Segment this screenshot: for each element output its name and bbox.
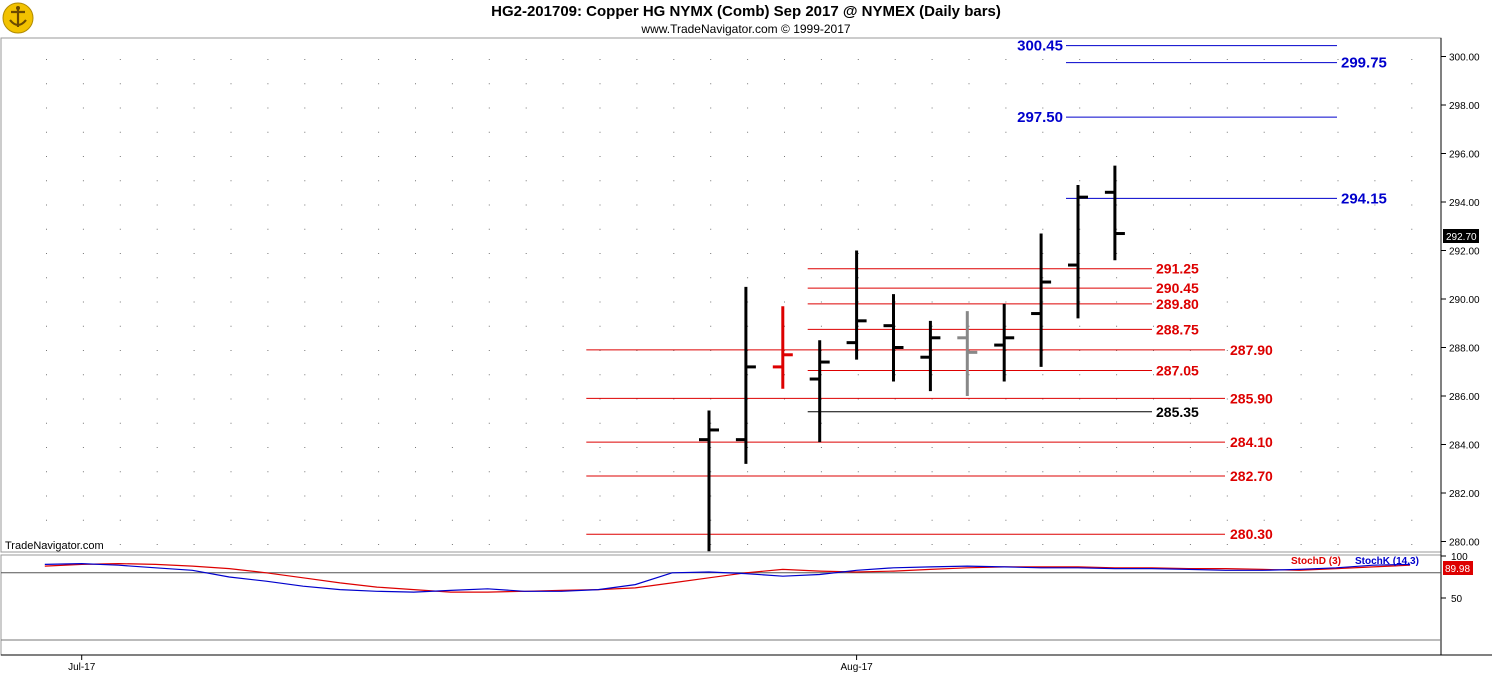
y-tick-label: 300.00	[1449, 53, 1480, 64]
y-tick-label: 286.00	[1449, 392, 1480, 403]
level-label: 288.75	[1156, 321, 1199, 337]
y-tick-label: 292.00	[1449, 247, 1480, 258]
last-price-tag: 292.70	[1443, 229, 1479, 243]
y-tick-label: 280.00	[1449, 538, 1480, 549]
ohlc-bars	[699, 165, 1125, 552]
chart-subtitle: www.TradeNavigator.com © 1999-2017	[641, 22, 851, 36]
chart-frames	[0, 37, 1492, 656]
grid-dots	[46, 59, 1413, 545]
level-label: 290.45	[1156, 280, 1199, 296]
x-tick-label: Jul-17	[68, 662, 96, 673]
time-axis: Jul-17 Aug-17	[68, 655, 873, 673]
watermark-text: TradeNavigator.com	[5, 540, 104, 552]
level-label: 300.45	[1017, 38, 1063, 55]
price-axis: 280.00 282.00 284.00 286.00 288.00 290.00 292.…	[1441, 53, 1480, 549]
level-label: 284.10	[1230, 434, 1273, 450]
level-label: 291.25	[1156, 261, 1199, 277]
level-label: 289.80	[1156, 296, 1199, 312]
grid-dot-pattern	[46, 59, 1413, 545]
y-tick-label: 282.00	[1449, 489, 1480, 500]
level-label: 280.30	[1230, 526, 1273, 542]
y-tick-label: 296.00	[1449, 150, 1480, 161]
level-label: 285.35	[1156, 404, 1199, 420]
last-price-label: 292.70	[1446, 232, 1477, 243]
trade-navigator-logo-icon	[2, 2, 34, 34]
y-tick-label: 294.00	[1449, 198, 1480, 209]
stoch-tick-label: 100	[1451, 552, 1468, 563]
level-label: 285.90	[1230, 390, 1273, 406]
legend-stochd: StochD (3)	[1291, 556, 1341, 567]
stoch-last-tag: 89.98	[1443, 561, 1473, 575]
y-tick-label: 298.00	[1449, 101, 1480, 112]
support-resistance-levels: 300.45 299.75 297.50 294.15 291.25 290.45289.…	[586, 38, 1387, 542]
level-label: 287.90	[1230, 342, 1273, 358]
stoch-k-line	[44, 562, 1411, 593]
stoch-tick-label: 50	[1451, 594, 1463, 605]
stochastic-panel: 100 50	[1, 552, 1468, 605]
level-label: 287.05	[1156, 363, 1199, 379]
level-label: 282.70	[1230, 468, 1273, 484]
y-tick-label: 288.00	[1449, 344, 1480, 355]
legend-stochk: StochK (14,3)	[1355, 556, 1419, 567]
stoch-d-line	[44, 562, 1411, 593]
chart-title: HG2-201709: Copper HG NYMX (Comb) Sep 20…	[491, 3, 1001, 20]
x-tick-label: Aug-17	[840, 662, 873, 673]
level-label: 297.50	[1017, 109, 1063, 126]
level-label: 294.15	[1341, 190, 1387, 207]
level-label: 299.75	[1341, 55, 1387, 72]
stoch-last-value: 89.98	[1445, 564, 1470, 575]
y-tick-label: 290.00	[1449, 295, 1480, 306]
y-tick-label: 284.00	[1449, 441, 1480, 452]
chart-header: HG2-201709: Copper HG NYMX (Comb) Sep 20…	[0, 0, 1492, 37]
